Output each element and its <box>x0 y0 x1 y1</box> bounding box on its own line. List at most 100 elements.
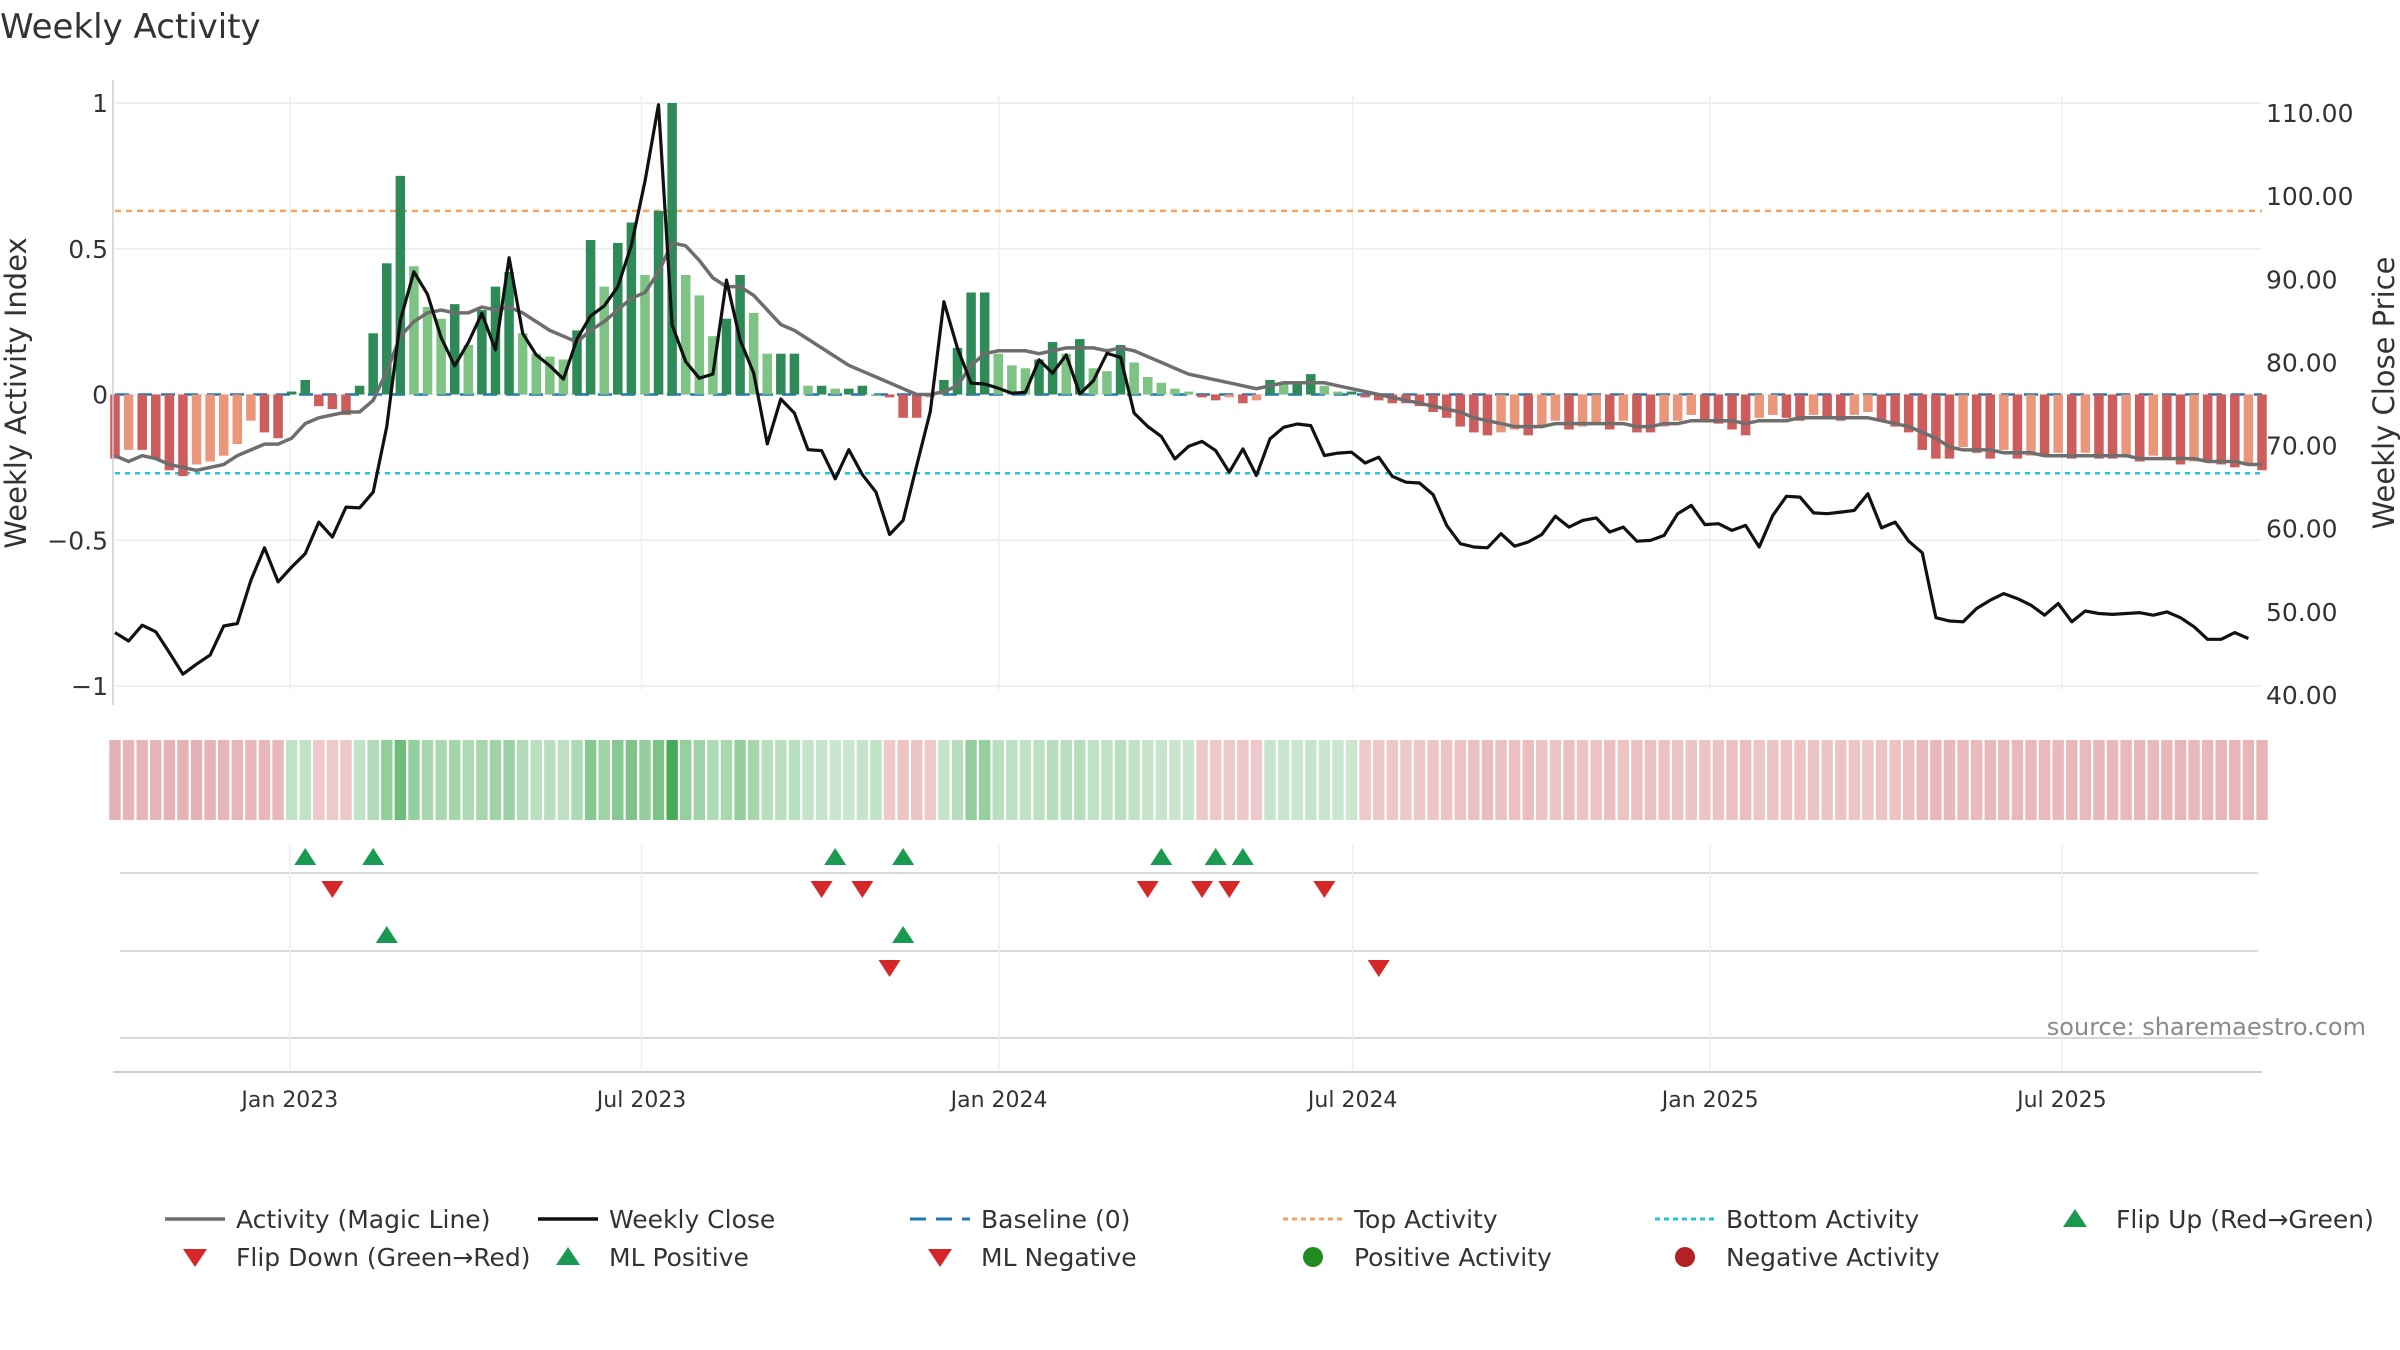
heat-cell <box>1753 740 1765 820</box>
activity-bar <box>422 307 433 395</box>
ml-positive-marker <box>375 926 398 943</box>
legend-dot <box>1303 1247 1323 1267</box>
x-tick-label: Jan 2025 <box>1660 1088 1759 1113</box>
heat-cell <box>761 740 773 820</box>
heat-cell <box>924 740 937 820</box>
legend-label-flipdown: Flip Down (Green→Red) <box>236 1243 531 1272</box>
heat-cell <box>299 740 311 820</box>
heat-cell <box>421 740 434 820</box>
left-tick-label: −0.5 <box>47 526 108 555</box>
left-tick-label: −1 <box>71 672 108 701</box>
activity-bar <box>1441 394 1452 418</box>
heat-cell <box>285 740 298 820</box>
heat-cell <box>1495 740 1507 820</box>
activity-bar <box>2026 394 2036 456</box>
legend-label-negdot: Negative Activity <box>1726 1243 1940 1272</box>
heat-cell <box>2174 740 2187 820</box>
right-tick-label: 100.00 <box>2266 182 2353 211</box>
activity-bar <box>1170 388 1180 395</box>
flip-down-marker <box>810 881 833 898</box>
right-tick-label: 40.00 <box>2266 681 2338 710</box>
activity-bar <box>477 309 487 395</box>
heat-cell <box>938 740 950 820</box>
signal-rows <box>120 845 2258 1070</box>
activity-bar <box>341 394 351 415</box>
activity-bar <box>1768 394 1778 415</box>
activity-bar <box>1822 394 1832 418</box>
activity-bar <box>1292 382 1302 395</box>
activity-bar <box>1251 394 1262 401</box>
activity-bar <box>857 385 868 395</box>
activity-bar <box>354 385 365 395</box>
activity-bar <box>205 394 215 462</box>
heat-cell <box>1359 740 1371 820</box>
activity-bar <box>1129 362 1139 395</box>
heat-cell <box>1984 740 1996 820</box>
activity-bar <box>1075 339 1085 395</box>
heat-cell <box>1916 740 1928 820</box>
heat-cell <box>612 740 624 820</box>
flip-down-marker <box>321 881 344 898</box>
activity-bar <box>463 344 474 395</box>
heat-cell <box>1685 740 1697 820</box>
right-tick-label: 80.00 <box>2266 348 2338 377</box>
heat-cell <box>2215 740 2227 820</box>
activity-bar <box>232 394 243 445</box>
heat-cell <box>1590 740 1602 820</box>
heat-cell <box>1617 740 1630 820</box>
left-y-axis: 1 0.5 0 −0.5 −1 <box>47 80 114 705</box>
heat-cell <box>2133 740 2146 820</box>
activity-bar <box>531 353 542 395</box>
flip-down-marker <box>1191 881 1214 898</box>
legend-label-magic: Activity (Magic Line) <box>236 1205 490 1234</box>
heat-cell <box>462 740 475 820</box>
activity-bar <box>884 394 895 398</box>
heat-cell <box>2052 740 2064 820</box>
heat-cell <box>516 740 529 820</box>
heat-cell <box>639 740 651 820</box>
activity-bar <box>898 394 908 418</box>
heat-cell <box>571 740 583 820</box>
activity-bar <box>844 388 854 395</box>
heat-cell <box>2147 740 2159 820</box>
activity-bar <box>1523 394 1533 436</box>
heat-cell <box>1250 740 1263 820</box>
activity-bar <box>2243 394 2254 465</box>
activity-bar <box>1795 394 1805 421</box>
legend-dot <box>1675 1247 1695 1267</box>
chart-title: Weekly Activity <box>0 7 261 47</box>
heat-cell <box>1345 740 1358 820</box>
right-tick-label: 70.00 <box>2266 432 2338 461</box>
heat-cell <box>340 740 352 820</box>
legend-label-mlpos: ML Positive <box>609 1243 749 1272</box>
heat-cell <box>544 740 556 820</box>
heat-cell <box>1033 740 1045 820</box>
activity-bar <box>1754 394 1764 418</box>
heat-cell <box>1114 740 1127 820</box>
legend-down-triangle <box>928 1249 952 1267</box>
activity-bar <box>1618 394 1629 421</box>
left-y-axis-label: Weekly Activity Index <box>0 237 33 548</box>
heat-cell <box>992 740 1004 820</box>
heat-cell <box>1019 740 1032 820</box>
activity-bar <box>613 242 623 395</box>
activity-bar <box>1047 342 1058 395</box>
heat-cell <box>204 740 216 820</box>
heat-cell <box>1712 740 1725 820</box>
heat-cell <box>326 740 339 820</box>
activity-bar <box>1183 391 1194 395</box>
activity-bar <box>993 353 1004 395</box>
activity-bar <box>218 394 229 456</box>
activity-bar <box>1061 353 1071 395</box>
heat-cell <box>1644 740 1657 820</box>
x-tick-label: Jul 2025 <box>2015 1088 2107 1113</box>
activity-bar <box>1346 391 1357 395</box>
activity-bar <box>2080 394 2091 453</box>
right-y-axis-label: Weekly Close Price <box>2367 257 2400 530</box>
activity-bar <box>1931 394 1941 459</box>
legend-symbol-posdot <box>1303 1247 1323 1267</box>
heat-cell <box>829 740 841 820</box>
heat-cell <box>883 740 896 820</box>
activity-bar <box>1591 394 1601 424</box>
heat-cell <box>367 740 379 820</box>
